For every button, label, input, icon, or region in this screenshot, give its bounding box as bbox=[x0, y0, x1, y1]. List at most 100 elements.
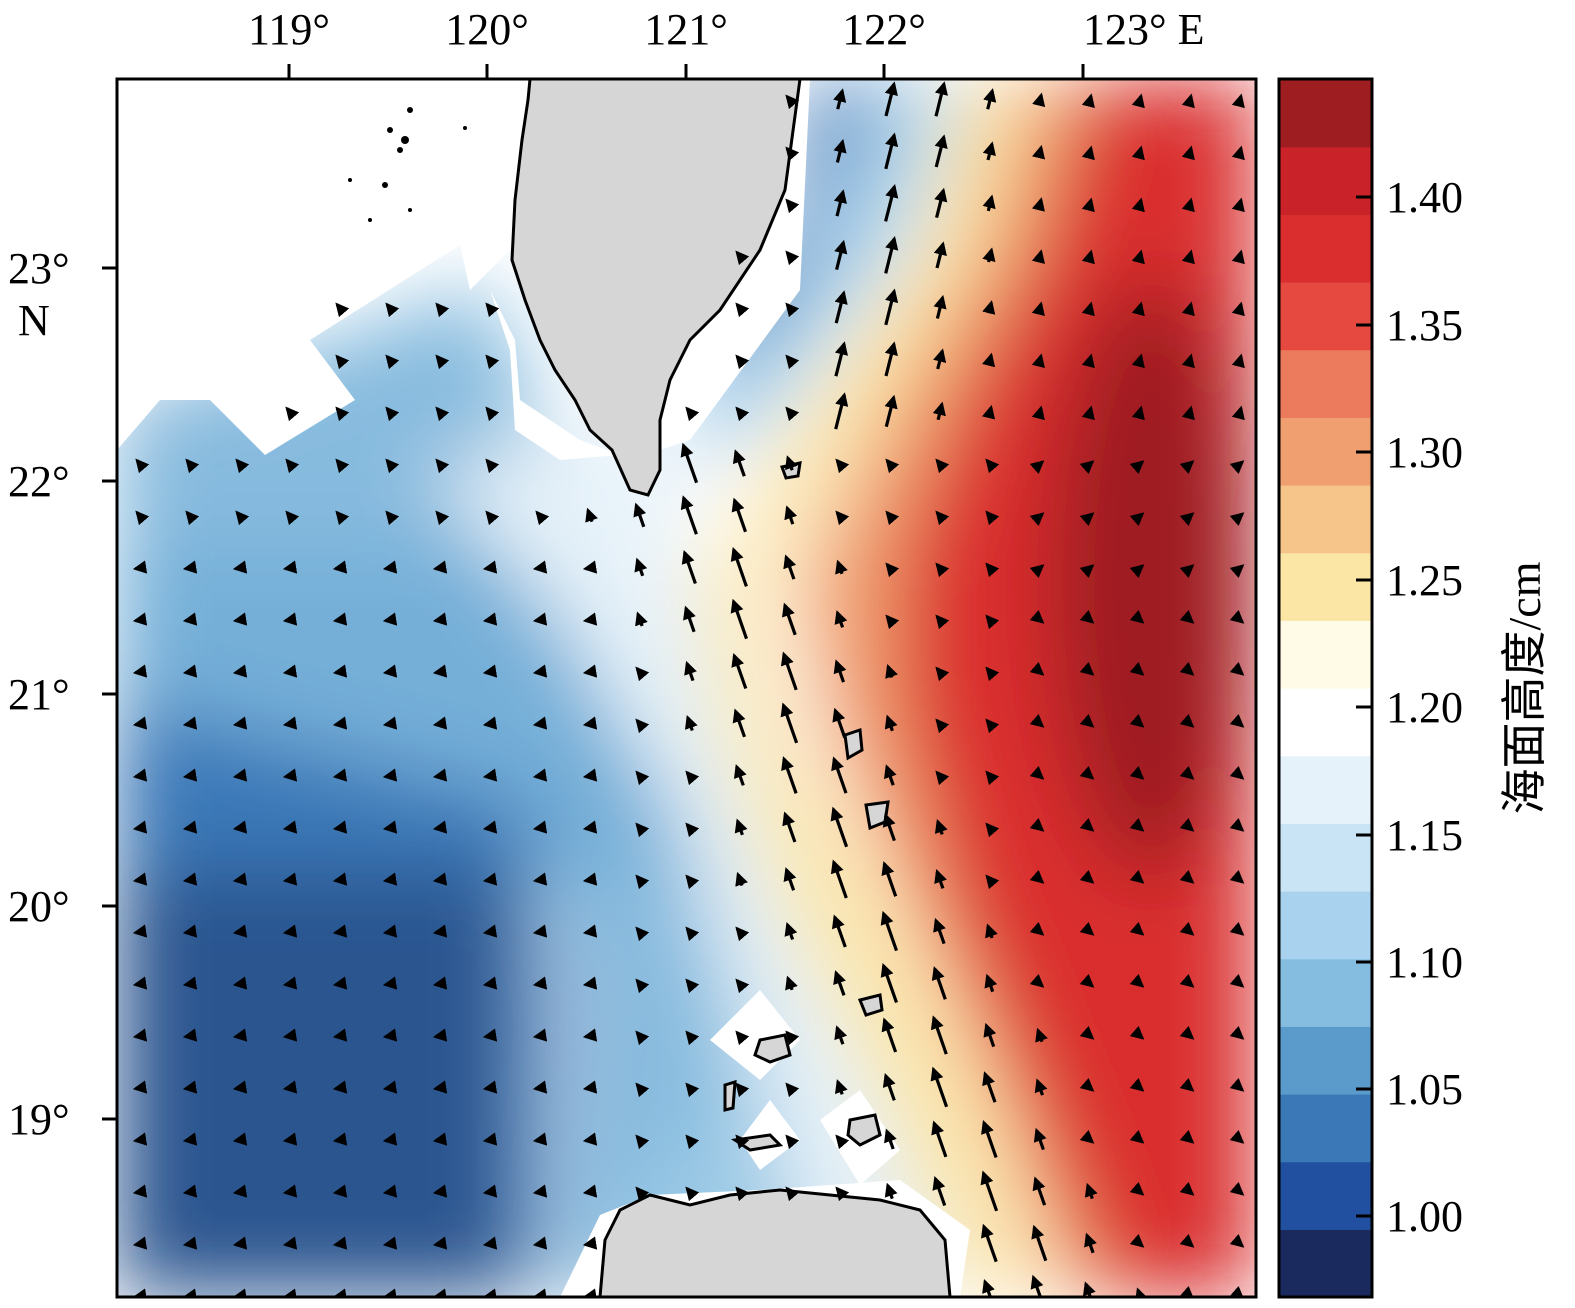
current-vector bbox=[232, 820, 248, 834]
current-vector bbox=[1079, 564, 1095, 579]
current-vector bbox=[582, 872, 598, 886]
current-vector bbox=[1129, 460, 1145, 475]
x-tick-123: 123° E bbox=[1083, 5, 1204, 54]
current-vector bbox=[835, 559, 848, 575]
current-vector bbox=[1181, 145, 1195, 161]
colorbar-bands bbox=[1279, 79, 1372, 1298]
current-vector bbox=[1129, 1077, 1145, 1092]
current-vector bbox=[432, 820, 448, 834]
current-vector bbox=[884, 132, 899, 170]
current-vector bbox=[335, 354, 350, 370]
current-vector bbox=[784, 921, 798, 941]
current-vector bbox=[785, 250, 800, 266]
current-vector bbox=[1179, 921, 1195, 936]
colorbar-band bbox=[1279, 755, 1372, 824]
current-vector bbox=[834, 1025, 848, 1045]
current-vector bbox=[532, 612, 548, 626]
current-vector bbox=[582, 768, 598, 782]
current-vector bbox=[185, 458, 200, 474]
current-vector bbox=[635, 1030, 650, 1046]
current-vector bbox=[1079, 921, 1095, 936]
current-vector bbox=[834, 341, 848, 377]
current-vector bbox=[1229, 765, 1245, 780]
x-tick-122: 122° bbox=[842, 5, 926, 54]
current-vector bbox=[1131, 249, 1145, 265]
current-vector bbox=[1129, 869, 1145, 884]
current-vector bbox=[781, 756, 798, 794]
current-vector bbox=[783, 554, 797, 580]
current-vector bbox=[1181, 301, 1195, 317]
current-vector bbox=[732, 708, 747, 738]
current-vector bbox=[1231, 301, 1245, 317]
land-masses bbox=[510, 79, 952, 1297]
current-vector bbox=[382, 820, 398, 834]
current-vector bbox=[731, 497, 748, 533]
current-vector bbox=[833, 659, 847, 683]
current-vector bbox=[1031, 249, 1045, 264]
current-vector bbox=[235, 458, 250, 474]
current-vector bbox=[985, 614, 1000, 630]
current-vector bbox=[783, 867, 797, 891]
current-vector bbox=[834, 610, 848, 628]
current-vector bbox=[985, 666, 1000, 682]
current-vector bbox=[981, 1223, 998, 1263]
current-vector bbox=[132, 716, 148, 730]
current-vector bbox=[785, 455, 798, 471]
colorbar-band bbox=[1279, 146, 1372, 215]
current-vector bbox=[885, 614, 900, 630]
current-vector bbox=[485, 302, 500, 318]
current-vector bbox=[885, 510, 900, 526]
current-vector bbox=[1131, 353, 1145, 369]
current-vector bbox=[582, 560, 598, 574]
current-vector bbox=[582, 1236, 598, 1250]
colorbar-ticks bbox=[1356, 195, 1372, 1218]
current-vector bbox=[132, 1184, 148, 1198]
current-vector bbox=[1181, 93, 1195, 109]
current-vector bbox=[132, 1236, 148, 1250]
current-vector bbox=[983, 88, 997, 110]
colorbar-band bbox=[1279, 349, 1372, 418]
current-vector bbox=[1179, 1181, 1195, 1196]
current-vector bbox=[532, 1080, 548, 1094]
current-vector bbox=[635, 718, 650, 734]
current-vector bbox=[232, 612, 248, 626]
current-vector bbox=[282, 820, 298, 834]
current-vector bbox=[1129, 973, 1145, 988]
current-vector bbox=[1079, 661, 1095, 676]
current-vector bbox=[332, 612, 348, 626]
current-vector bbox=[182, 1184, 198, 1198]
current-vector bbox=[532, 1028, 548, 1042]
current-vector bbox=[1079, 973, 1095, 988]
current-vector bbox=[282, 1184, 298, 1198]
current-vector bbox=[332, 1028, 348, 1042]
current-vector bbox=[1129, 609, 1145, 624]
current-vector bbox=[1179, 1129, 1195, 1144]
current-vector bbox=[432, 872, 448, 886]
current-vector bbox=[1035, 1027, 1048, 1043]
island-6 bbox=[857, 993, 884, 1017]
current-vector bbox=[735, 302, 750, 318]
current-vector bbox=[685, 874, 700, 890]
current-vector bbox=[132, 768, 148, 782]
current-vector bbox=[482, 560, 498, 574]
current-vector bbox=[884, 81, 898, 117]
current-vector bbox=[285, 458, 300, 474]
current-vector bbox=[1032, 1176, 1047, 1206]
current-vector bbox=[332, 820, 348, 834]
current-vector bbox=[1229, 661, 1245, 676]
current-vector bbox=[784, 505, 798, 525]
colorbar-title: 海面高度/cm bbox=[1499, 561, 1550, 814]
current-vector bbox=[282, 768, 298, 782]
current-vector bbox=[232, 1028, 248, 1042]
current-vector bbox=[1129, 1025, 1145, 1040]
current-vector bbox=[1079, 1025, 1095, 1040]
current-vector bbox=[585, 507, 598, 523]
current-vector bbox=[1084, 1232, 1097, 1254]
current-vector bbox=[1229, 564, 1245, 579]
current-vector bbox=[782, 602, 797, 636]
current-vector bbox=[382, 1080, 398, 1094]
current-vector bbox=[582, 820, 598, 834]
current-vector bbox=[984, 973, 998, 993]
current-vector bbox=[935, 510, 950, 526]
